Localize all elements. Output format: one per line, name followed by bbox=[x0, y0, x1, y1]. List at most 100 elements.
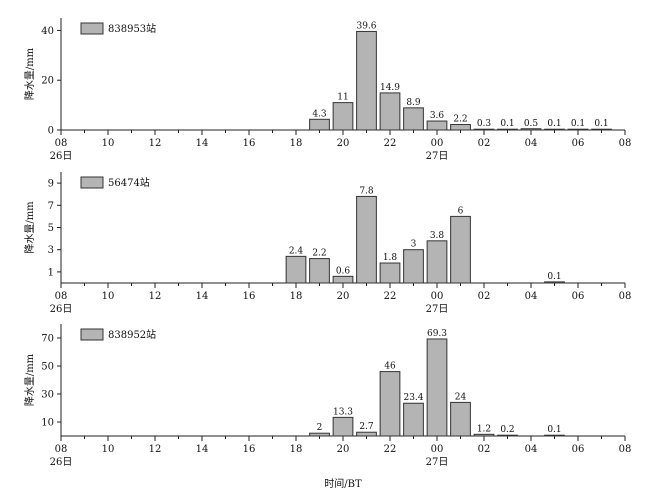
x-tick-label: 08 bbox=[55, 291, 68, 302]
x-tick-label: 14 bbox=[196, 291, 209, 302]
x-tick-label: 06 bbox=[572, 138, 585, 149]
x-tick-sublabel: 27日 bbox=[426, 457, 449, 468]
x-tick-label: 04 bbox=[525, 138, 538, 149]
bar-value-label: 2.2 bbox=[453, 115, 467, 125]
bar-value-label: 1.8 bbox=[383, 253, 398, 263]
bar-value-label: 0.1 bbox=[571, 119, 585, 129]
bar bbox=[544, 128, 565, 131]
x-tick-label: 00 bbox=[431, 138, 444, 149]
x-tick-label: 22 bbox=[384, 291, 397, 302]
x-tick-label: 02 bbox=[478, 138, 491, 149]
bar-value-label: 39.6 bbox=[356, 21, 376, 31]
y-tick-label: 3 bbox=[48, 245, 54, 256]
x-tick-label: 00 bbox=[431, 291, 444, 302]
bar-value-label: 0.6 bbox=[336, 266, 351, 276]
x-tick-label: 04 bbox=[525, 291, 538, 302]
bar bbox=[544, 434, 565, 437]
bar bbox=[309, 118, 330, 131]
y-tick-label: 7 bbox=[48, 201, 54, 212]
bar-value-label: 2.7 bbox=[359, 422, 374, 432]
x-tick-label: 16 bbox=[243, 291, 256, 302]
x-tick-label: 04 bbox=[525, 444, 538, 455]
bar bbox=[403, 402, 424, 437]
x-tick-sublabel: 26日 bbox=[50, 457, 73, 468]
bar-value-label: 2 bbox=[317, 423, 323, 433]
y-tick-label: 10 bbox=[41, 418, 54, 429]
x-tick-label: 18 bbox=[290, 291, 303, 302]
x-tick-label: 08 bbox=[619, 291, 632, 302]
bar-value-label: 4.3 bbox=[312, 109, 327, 119]
bar bbox=[379, 92, 401, 131]
bar-value-label: 46 bbox=[384, 362, 396, 372]
x-tick-label: 20 bbox=[337, 291, 350, 302]
y-tick-label: 0 bbox=[48, 126, 54, 137]
y-tick-label: 40 bbox=[41, 26, 54, 37]
bar bbox=[285, 255, 307, 284]
bar-value-label: 6 bbox=[458, 206, 464, 216]
bar bbox=[473, 128, 495, 131]
bar-value-label: 24 bbox=[455, 392, 467, 402]
bar bbox=[591, 128, 612, 131]
bar-value-label: 3 bbox=[411, 240, 417, 250]
y-tick-label: 1 bbox=[48, 267, 54, 278]
x-tick-sublabel: 27日 bbox=[426, 151, 449, 162]
x-tick-label: 16 bbox=[243, 138, 256, 149]
bar-value-label: 13.3 bbox=[333, 407, 353, 417]
x-tick-label: 18 bbox=[290, 444, 303, 455]
bar bbox=[332, 102, 354, 131]
chart-panel-3: 10 30 50 70 08 26日 10 12 14 16 18 20 22 00 27日 02 04 06 08… bbox=[23, 324, 631, 468]
x-axis-label: 时间/BT bbox=[324, 477, 362, 490]
x-tick-label: 10 bbox=[102, 291, 115, 302]
bar bbox=[403, 107, 424, 131]
x-tick-label: 12 bbox=[149, 291, 162, 302]
y-tick-label: 20 bbox=[41, 76, 54, 87]
x-tick-label: 08 bbox=[55, 444, 68, 455]
y-axis-label: 降水量/mm bbox=[23, 47, 36, 100]
x-tick-label: 10 bbox=[102, 138, 115, 149]
bar-value-label: 7.8 bbox=[359, 186, 374, 196]
legend-swatch bbox=[80, 22, 104, 35]
bar-value-label: 2.2 bbox=[312, 249, 326, 259]
bar-value-label: 0.1 bbox=[547, 272, 561, 282]
bar bbox=[426, 338, 448, 437]
x-tick-label: 18 bbox=[290, 138, 303, 149]
bar-value-label: 0.2 bbox=[500, 425, 514, 435]
bar-value-label: 3.6 bbox=[430, 111, 445, 121]
x-tick-label: 00 bbox=[431, 444, 444, 455]
bar-value-label: 2.4 bbox=[289, 246, 304, 256]
bar bbox=[379, 262, 401, 284]
chart-panel-1: 0 20 40 08 26日 10 12 14 16 18 20 22 00 27日 02 04 06 08 降水量… bbox=[23, 18, 631, 162]
bar bbox=[356, 195, 377, 284]
x-tick-label: 02 bbox=[478, 444, 491, 455]
y-tick-label: 30 bbox=[41, 390, 54, 401]
x-tick-label: 14 bbox=[196, 138, 209, 149]
bar-value-label: 8.9 bbox=[406, 98, 421, 108]
bar bbox=[520, 128, 542, 131]
x-tick-label: 10 bbox=[102, 444, 115, 455]
x-tick-sublabel: 27日 bbox=[426, 304, 449, 315]
legend-label: 838952站 bbox=[108, 328, 156, 341]
x-tick-label: 06 bbox=[572, 291, 585, 302]
x-tick-sublabel: 26日 bbox=[50, 151, 73, 162]
bar-value-label: 3.8 bbox=[430, 231, 445, 241]
x-tick-label: 08 bbox=[619, 444, 632, 455]
bar bbox=[497, 434, 518, 437]
y-tick-label: 70 bbox=[41, 334, 54, 345]
x-tick-label: 20 bbox=[337, 444, 350, 455]
x-tick-sublabel: 26日 bbox=[50, 304, 73, 315]
bar bbox=[450, 401, 471, 437]
bar bbox=[497, 128, 518, 131]
bar bbox=[379, 371, 401, 437]
bar bbox=[332, 416, 354, 437]
x-tick-label: 02 bbox=[478, 291, 491, 302]
bar-value-label: 0.1 bbox=[594, 119, 608, 129]
x-tick-label: 14 bbox=[196, 444, 209, 455]
bar bbox=[450, 215, 471, 284]
legend-swatch bbox=[80, 176, 104, 189]
bar bbox=[567, 128, 589, 131]
bar bbox=[309, 258, 330, 284]
y-tick-label: 5 bbox=[48, 223, 54, 234]
bar bbox=[544, 281, 565, 284]
